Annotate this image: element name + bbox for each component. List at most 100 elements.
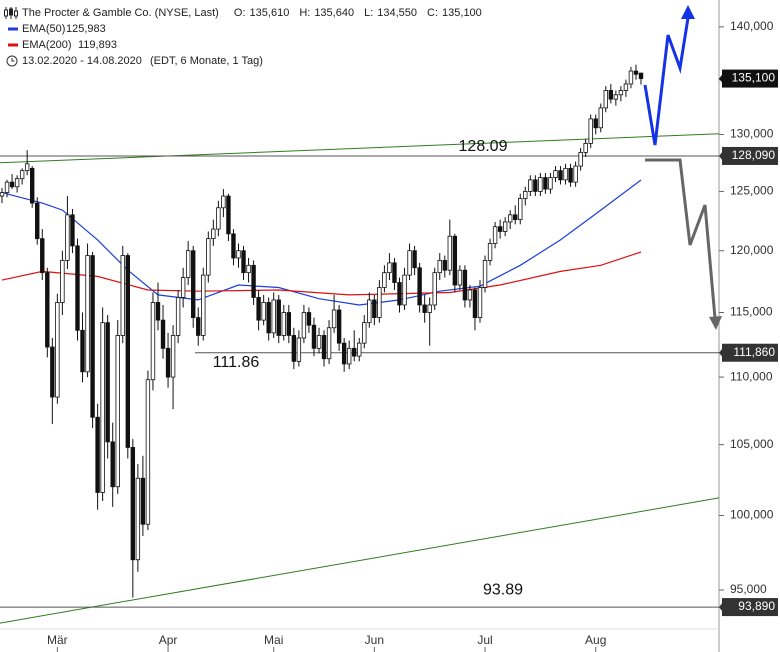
- candle-body: [170, 335, 176, 378]
- candle-body: [130, 447, 136, 561]
- quote-key: L:: [364, 7, 373, 19]
- candle-body: [105, 322, 110, 443]
- candle-body: [452, 235, 458, 286]
- candle-body: [231, 233, 236, 259]
- candle-body: [281, 312, 286, 336]
- candle-body: [613, 94, 619, 100]
- arrowhead: [709, 316, 722, 330]
- candle-body: [326, 327, 332, 360]
- candle-body: [100, 322, 105, 493]
- candle-body: [367, 299, 372, 324]
- candle-body: [336, 309, 342, 344]
- candle-body: [608, 90, 614, 100]
- x-tick-label: Jul: [477, 633, 492, 647]
- candle-body: [95, 416, 100, 493]
- candle-body: [261, 302, 266, 321]
- candle-body: [477, 287, 483, 318]
- candle-body: [155, 302, 161, 321]
- candle-body: [271, 299, 276, 334]
- candle-body: [387, 262, 392, 274]
- candle-body: [553, 170, 558, 178]
- candle-body: [70, 214, 75, 247]
- y-tick-label: 115,000: [730, 305, 773, 319]
- candle-body: [9, 181, 15, 188]
- candle-body: [301, 312, 307, 339]
- candle-body: [633, 70, 639, 75]
- candle-body: [487, 243, 493, 261]
- candle-body: [296, 337, 302, 362]
- level-label: 128.09: [459, 138, 508, 155]
- candle-body: [75, 245, 80, 331]
- trend-line: [0, 133, 720, 164]
- candle-body: [150, 302, 156, 381]
- candle-body: [85, 255, 90, 373]
- candle-body: [221, 195, 226, 209]
- candle-body: [241, 250, 246, 274]
- quote-value: 135,610: [250, 7, 290, 19]
- candle-body: [507, 214, 513, 223]
- y-tick-label: 125,000: [730, 184, 774, 198]
- candle-body: [35, 202, 40, 240]
- candle-body: [180, 277, 186, 298]
- legend-value: 119,893: [78, 39, 117, 51]
- candle-body: [558, 170, 563, 181]
- candle-body: [251, 264, 256, 298]
- candle-body: [0, 192, 5, 197]
- candle-body: [412, 250, 417, 269]
- candle-body: [598, 107, 603, 129]
- candle-body: [125, 255, 130, 448]
- trend-line: [0, 497, 720, 624]
- candle-body: [502, 221, 508, 232]
- candle-body: [513, 214, 518, 220]
- quote-key: O:: [234, 7, 246, 19]
- level-tag: 111,860: [733, 345, 775, 359]
- candle-body: [246, 264, 251, 274]
- y-tick-label: 120,000: [730, 243, 774, 257]
- quote-value: 135,640: [314, 7, 354, 19]
- level-tag: 128,090: [732, 148, 776, 162]
- chart-title: The Procter & Gamble Co. (NYSE, Last): [22, 7, 219, 19]
- candle-body: [276, 299, 281, 336]
- candle-body: [497, 226, 503, 232]
- quote-value: 134,550: [377, 7, 417, 19]
- candle-body: [45, 272, 50, 348]
- candle-body: [492, 226, 498, 244]
- x-tick-label: Jun: [365, 633, 384, 647]
- candle-body: [185, 250, 191, 278]
- scenario-arrow-up: [643, 17, 690, 146]
- legend-label: EMA(200): [22, 39, 72, 51]
- x-tick-label: Mär: [47, 633, 68, 647]
- chart-icon: [4, 7, 18, 19]
- candle-body: [518, 198, 523, 220]
- clock-icon: [6, 55, 18, 67]
- candle-body: [392, 262, 397, 283]
- y-tick-label: 95,000: [730, 582, 767, 596]
- x-tick-label: Apr: [159, 633, 178, 647]
- candle-body: [377, 287, 382, 318]
- candle-body: [482, 260, 488, 288]
- candle-body: [402, 274, 407, 306]
- candle-body: [578, 152, 583, 167]
- y-tick-label: 105,000: [730, 437, 774, 451]
- level-tag-box: [722, 146, 778, 165]
- level-tag: 93,890: [738, 599, 775, 613]
- y-tick-label: 130,000: [730, 127, 774, 141]
- candle-body: [30, 167, 35, 204]
- candle-body: [427, 304, 432, 313]
- level-tag-box: [722, 343, 778, 362]
- candle-body: [352, 347, 357, 357]
- candle-body: [628, 70, 634, 85]
- candle-body: [331, 309, 337, 329]
- y-tick-label: 140,000: [730, 19, 774, 33]
- candle-body: [266, 302, 271, 334]
- candle-body: [191, 250, 196, 318]
- candle-body: [432, 272, 437, 306]
- candle-body: [211, 228, 216, 240]
- candle-body: [422, 304, 427, 313]
- candle-body: [4, 181, 10, 193]
- ema-line: [1, 179, 642, 306]
- candle-body: [523, 191, 528, 199]
- level-label: 111.86: [213, 354, 260, 371]
- level-tag-pointer: [719, 150, 723, 161]
